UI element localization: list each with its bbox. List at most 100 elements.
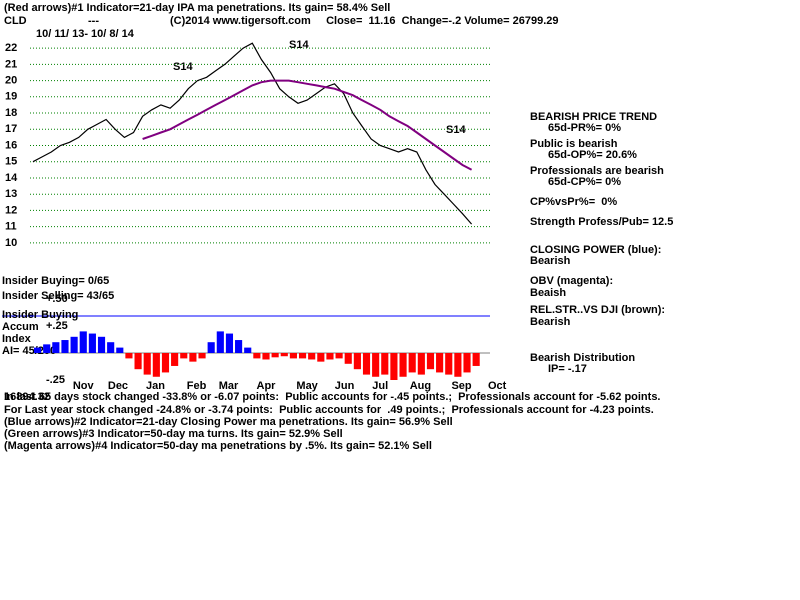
- label-ticker: CLD: [4, 15, 27, 27]
- accum-tick-label: +.50: [46, 293, 68, 305]
- accum-bar: [180, 353, 188, 359]
- accum-bar: [253, 353, 261, 359]
- x-tick-label: Sep: [451, 380, 471, 392]
- y-tick-label: 17: [5, 123, 17, 135]
- price-line: [32, 42, 473, 225]
- label-obv-v: Beaish: [530, 287, 566, 299]
- x-tick-label: Mar: [219, 380, 239, 392]
- x-tick-label: Feb: [187, 380, 207, 392]
- label-line1: (Red arrows)#1 Indicator=21-day IPA ma p…: [4, 2, 390, 14]
- accum-bar: [134, 353, 142, 370]
- x-tick-label: May: [296, 380, 318, 392]
- label-index: Index: [2, 333, 32, 345]
- y-tick-label: 14: [5, 172, 18, 184]
- accum-bar: [353, 353, 361, 370]
- label-range: 10/ 11/ 13- 10/ 8/ 14: [36, 28, 135, 40]
- y-tick-label: 15: [5, 156, 17, 168]
- y-tick-label: 12: [5, 204, 17, 216]
- label-dist: Bearish Distribution: [530, 352, 635, 364]
- label-b5: (Magenta arrows)#4 Indicator=50-day ma p…: [4, 440, 432, 452]
- accum-bar: [463, 353, 471, 373]
- accum-bar: [390, 353, 398, 380]
- accum-bar: [417, 353, 425, 375]
- x-tick-label: Dec: [108, 380, 128, 392]
- label-info: (C)2014 www.tigersoft.com Close= 11.16 C…: [170, 15, 559, 27]
- label-trend: BEARISH PRICE TREND: [530, 111, 657, 123]
- accum-bar: [125, 353, 133, 359]
- accum-bar: [152, 353, 160, 377]
- label-ins-sell: Insider Selling= 43/65: [2, 290, 114, 302]
- x-tick-label: Oct: [488, 380, 507, 392]
- accum-bar: [143, 353, 151, 375]
- accum-bar: [362, 353, 371, 375]
- accum-bar: [225, 333, 234, 353]
- label-ins-buy2: Insider Buying: [2, 309, 78, 321]
- y-tick-label: 19: [5, 91, 17, 103]
- accum-bar: [408, 353, 416, 373]
- accum-bar: [280, 353, 288, 357]
- label-accum: Accum: [2, 321, 39, 333]
- accum-bar: [235, 340, 243, 353]
- label-op: 65d-OP%= 20.6%: [548, 149, 637, 161]
- accum-bar: [381, 353, 389, 375]
- label-rel: REL.STR..VS DJI (brown):: [530, 304, 665, 316]
- accum-bar: [399, 353, 407, 377]
- y-tick-label: 10: [5, 237, 17, 249]
- accum-bar: [116, 347, 124, 353]
- accum-bar: [436, 353, 444, 373]
- accum-bar: [271, 353, 279, 358]
- y-tick-label: 16: [5, 139, 17, 151]
- accum-bar: [317, 353, 325, 362]
- accum-bar: [289, 353, 297, 359]
- label-pr: 65d-PR%= 0%: [548, 122, 621, 134]
- accum-bar: [454, 353, 462, 377]
- accum-bar: [79, 331, 87, 353]
- accum-bar: [107, 342, 115, 353]
- y-tick-label: 18: [5, 107, 17, 119]
- label-dashes: ---: [88, 15, 99, 27]
- x-tick-label: Jan: [146, 380, 165, 392]
- accum-bar: [161, 353, 170, 373]
- label-rel-v: Bearish: [530, 316, 571, 328]
- x-tick-label: Jul: [372, 380, 388, 392]
- y-tick-label: 20: [5, 74, 17, 86]
- x-tick-label: Aug: [410, 380, 431, 392]
- accum-bar: [34, 347, 42, 353]
- accum-bar: [308, 353, 316, 360]
- label-public: Public is bearish: [530, 138, 618, 150]
- label-b3: (Blue arrows)#2 Indicator=21-day Closing…: [4, 416, 453, 428]
- label-strength: Strength Profess/Pub= 12.5: [530, 216, 673, 228]
- label-s14c: S14: [446, 124, 466, 136]
- accum-bar: [70, 336, 78, 353]
- accum-bar: [445, 353, 453, 375]
- accum-bar: [207, 342, 215, 353]
- y-tick-label: 11: [5, 221, 17, 233]
- accum-tick-label: -.25: [46, 374, 65, 386]
- label-ai: AI= 45/200: [2, 345, 56, 357]
- label-b4: (Green arrows)#3 Indicator=50-day ma tur…: [4, 428, 343, 440]
- accum-tick-label: +.25: [46, 320, 68, 332]
- accum-bar: [262, 353, 270, 360]
- x-tick-label: Jun: [335, 380, 355, 392]
- label-cp: 65d-CP%= 0%: [548, 176, 621, 188]
- accum-bar: [335, 353, 343, 359]
- label-s14a: S14: [173, 61, 193, 73]
- accum-bar: [198, 353, 206, 359]
- label-cpvs: CP%vsPr%= 0%: [530, 196, 617, 208]
- accum-bar: [88, 333, 96, 353]
- y-tick-label: 21: [5, 58, 17, 70]
- accum-bar: [171, 353, 179, 366]
- y-tick-label: 22: [5, 42, 17, 54]
- accum-bar: [244, 347, 252, 353]
- accum-bar: [61, 340, 69, 353]
- label-b2: For Last year stock changed -24.8% or -3…: [4, 404, 654, 416]
- accum-bar: [426, 353, 435, 370]
- accum-bar: [298, 353, 307, 359]
- accum-bar: [216, 331, 224, 353]
- y-tick-label: 13: [5, 188, 17, 200]
- label-closing-v: Bearish: [530, 255, 571, 267]
- label-ins-buy: Insider Buying= 0/65: [2, 275, 109, 287]
- accum-bar: [97, 336, 106, 353]
- accum-bar: [52, 342, 60, 353]
